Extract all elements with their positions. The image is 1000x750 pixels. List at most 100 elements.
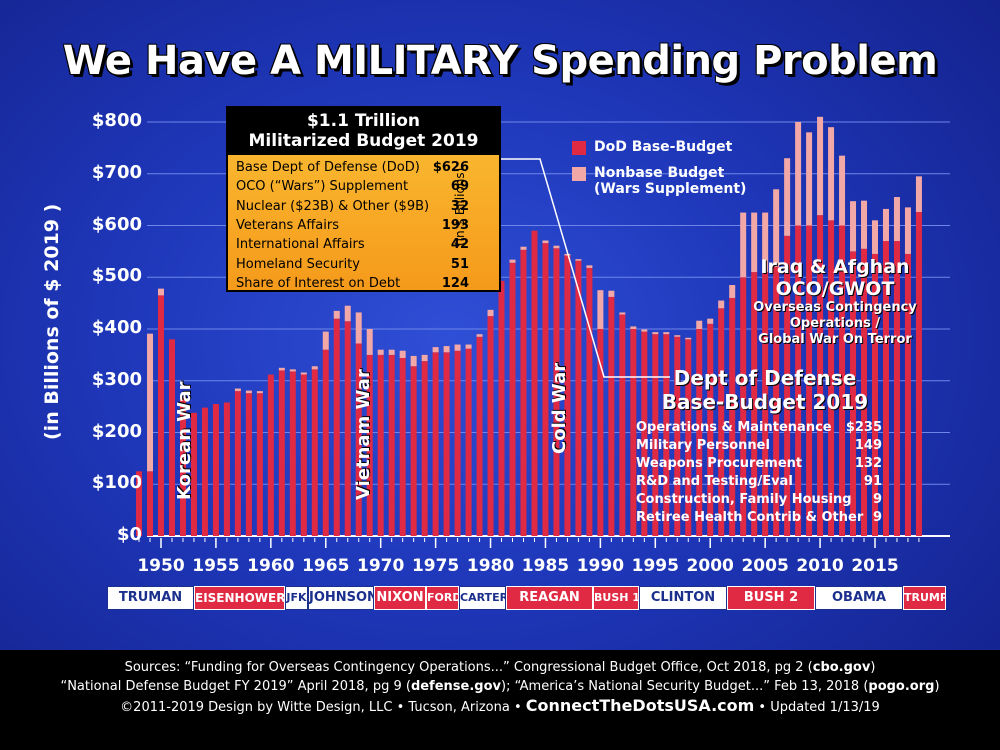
bar-nonbase-1958 <box>245 390 252 394</box>
bar-base-2009 <box>806 225 813 536</box>
bar-nonbase-1974 <box>421 354 428 362</box>
bar-base-1963 <box>300 374 307 536</box>
bar-base-1973 <box>410 366 417 536</box>
base-budget-row-label: R&D and Testing/Eval <box>636 474 793 489</box>
bar-nonbase-2004 <box>751 212 758 273</box>
footer-website[interactable]: ConnectTheDotsUSA.com <box>525 696 755 715</box>
bar-nonbase-1977 <box>454 344 461 351</box>
legend-label-nonbase-1: Nonbase Budget <box>594 165 725 181</box>
footer-paren-1: ) <box>870 660 876 675</box>
base-budget-row-value: 132 <box>854 456 882 471</box>
box-row-label: Nuclear ($23B) & Other ($9B) <box>236 198 430 214</box>
box-row-label: Homeland Security <box>236 256 360 272</box>
box-row-value: 42 <box>450 237 469 253</box>
bar-nonbase-1994 <box>641 329 648 332</box>
footer-link-cbo[interactable]: cbo.gov <box>812 660 871 675</box>
war-label-vietnam: Vietnam War <box>353 369 374 500</box>
bar-base-2002 <box>729 297 736 536</box>
bar-base-1949 <box>147 471 154 536</box>
x-tick-label: 2010 <box>796 556 844 576</box>
base-budget-row-label: Construction, Family Housing <box>636 492 852 507</box>
president-carter: CARTER <box>459 586 506 610</box>
bar-nonbase-1969 <box>366 329 373 355</box>
bar-base-1967 <box>344 321 351 536</box>
bar-base-1958 <box>245 393 252 536</box>
war-label-korea: Korean War <box>174 381 195 500</box>
x-tick-label: 1975 <box>411 556 460 576</box>
box-title-1: $1.1 Trillion <box>306 111 421 131</box>
x-tick-label: 1955 <box>192 556 240 576</box>
y-tick-label: $100 <box>91 472 142 494</box>
connector-line <box>482 158 670 378</box>
bar-base-1959 <box>256 393 263 536</box>
oco-line-1: Iraq & Afghan <box>760 256 910 278</box>
president-jfk: JFK <box>285 586 308 610</box>
bar-nonbase-2005 <box>762 212 769 273</box>
bar-nonbase-2007 <box>784 158 791 236</box>
bar-base-1979 <box>476 336 483 536</box>
base-budget-title-2: Base-Budget 2019 <box>661 390 869 414</box>
base-budget-row-value: $235 <box>845 420 882 435</box>
bar-base-1984 <box>531 230 538 537</box>
bar-nonbase-1967 <box>344 305 351 322</box>
president-reagan: REAGAN <box>506 586 593 610</box>
bar-base-1994 <box>641 331 648 536</box>
x-tick-label: 1980 <box>466 556 515 576</box>
bar-nonbase-2002 <box>729 285 736 298</box>
footer-link-defense[interactable]: defense.gov <box>410 679 501 694</box>
bar-base-1955 <box>212 404 219 536</box>
x-tick-label: 1990 <box>576 556 625 576</box>
bar-base-1972 <box>399 357 406 536</box>
president-clinton: CLINTON <box>639 586 727 610</box>
legend-swatch-nonbase <box>572 167 586 181</box>
bar-nonbase-1982 <box>509 259 516 263</box>
bar-nonbase-1971 <box>388 349 395 355</box>
bar-nonbase-2000 <box>707 318 714 324</box>
x-tick-label: 1950 <box>137 556 185 576</box>
footer-link-pogo[interactable]: pogo.org <box>868 679 935 694</box>
bar-base-1981 <box>498 280 505 536</box>
x-tick-label: 1960 <box>247 556 295 576</box>
box-row-value: 32 <box>450 198 469 214</box>
bar-nonbase-1983 <box>520 246 527 250</box>
bar-base-2011 <box>828 220 835 536</box>
y-tick-label: $200 <box>91 420 142 442</box>
bar-base-2015 <box>872 253 878 536</box>
bar-base-1983 <box>520 249 527 536</box>
bar-base-2014 <box>861 248 868 536</box>
footer-updated: • Updated 1/13/19 <box>754 700 880 715</box>
footer-line-3: ©2011-2019 Design by Witte Design, LLC •… <box>0 696 1000 717</box>
bar-base-1991 <box>608 296 615 536</box>
bar-base-2006 <box>773 266 780 536</box>
box-row-value: 193 <box>441 217 469 233</box>
bar-base-2005 <box>762 272 769 536</box>
oco-line-4: Operations / <box>789 316 881 331</box>
x-tick-label: 1970 <box>357 556 405 576</box>
bar-base-1953 <box>190 412 197 536</box>
bar-base-1997 <box>674 336 681 536</box>
bar-base-1974 <box>421 361 428 536</box>
bar-base-1951 <box>168 339 175 536</box>
bar-base-1968 <box>355 343 362 536</box>
bar-base-1993 <box>630 329 637 536</box>
president-obama: OBAMA <box>815 586 903 610</box>
bar-nonbase-1965 <box>322 331 329 350</box>
oco-line-5: Global War On Terror <box>758 332 912 347</box>
bar-base-2017 <box>893 241 900 536</box>
x-tick-label: 1985 <box>521 556 570 576</box>
box-row-label: OCO (“Wars”) Supplement <box>236 179 409 195</box>
box-row-value: 124 <box>441 275 469 291</box>
bar-base-1960 <box>267 374 274 536</box>
bar-base-2010 <box>817 215 824 536</box>
war-label-cold: Cold War <box>549 362 570 454</box>
bar-base-1965 <box>322 349 329 536</box>
legend-label-base: DoD Base-Budget <box>594 139 733 155</box>
bar-base-2004 <box>751 272 758 536</box>
y-axis-title: (in Billions of $ 2019 ) <box>41 203 63 440</box>
base-budget-row-label: Weapons Procurement <box>636 456 803 471</box>
bar-nonbase-1988 <box>575 259 582 261</box>
oco-line-2: OCO/GWOT <box>775 278 895 300</box>
base-budget-row-label: Retiree Health Contrib & Other <box>636 510 864 525</box>
bar-nonbase-1963 <box>300 372 307 375</box>
bar-base-1950 <box>158 295 164 536</box>
